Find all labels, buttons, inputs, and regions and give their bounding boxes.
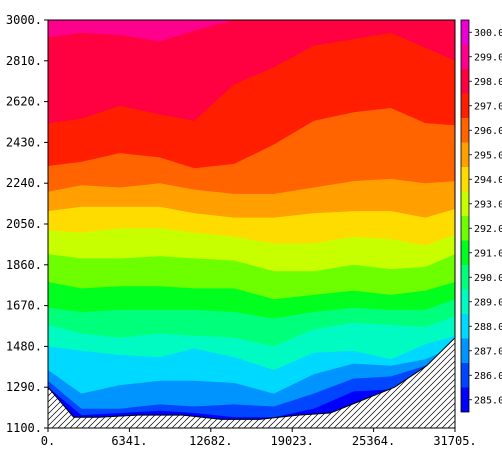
colorbar-label: 299.0 [474, 52, 502, 63]
y-tick-label: 1480. [6, 339, 42, 353]
colorbar-swatch [461, 191, 469, 216]
x-tick-label: 12682. [189, 434, 232, 448]
x-tick-label: 25364. [352, 434, 395, 448]
colorbar-label: 287.0 [474, 346, 502, 357]
plot-area [48, 20, 455, 429]
colorbar-swatch [461, 69, 469, 94]
colorbar-swatch [461, 289, 469, 314]
terrain-hatch [47, 336, 456, 429]
x-tick-label: 0. [41, 434, 55, 448]
x-axis: 0. 6341. 12682. 19023. 25364. 31705. [41, 428, 477, 448]
colorbar-label: 292.0 [474, 224, 502, 235]
colorbar-label: 289.0 [474, 297, 502, 308]
colorbar-label: 298.0 [474, 77, 502, 88]
y-tick-label: 1670. [6, 299, 42, 313]
y-tick-label: 2430. [6, 135, 42, 149]
x-tick-label: 31705. [433, 434, 476, 448]
colorbar-swatch [461, 44, 469, 69]
terrain-layer [47, 336, 456, 429]
y-tick-label: 2050. [6, 217, 42, 231]
colorbar-swatch [461, 142, 469, 167]
colorbar-label: 288.0 [474, 322, 502, 333]
colorbar-label: 285.0 [474, 395, 502, 406]
colorbar-label: 293.0 [474, 199, 502, 210]
x-tick-label: 6341. [111, 434, 147, 448]
colorbar: 285.0 286.0 287.0 288.0 289.0 290.0 291.0 292.0… [460, 19, 502, 413]
y-tick-label: 2240. [6, 176, 42, 190]
colorbar-swatch [461, 118, 469, 143]
colorbar-swatch [461, 240, 469, 265]
y-axis: 1100. 1290. 1480. 1670. 1860. 2050. 2240. 2430.… [6, 13, 48, 435]
colorbar-swatch [461, 265, 469, 290]
colorbar-label: 295.0 [474, 150, 502, 161]
x-tick-label: 19023. [271, 434, 314, 448]
colorbar-swatch [461, 314, 469, 339]
colorbar-frame [460, 19, 470, 413]
colorbar-swatch [461, 216, 469, 241]
colorbar-swatch [461, 363, 469, 388]
colorbar-swatch [461, 387, 469, 412]
y-tick-label: 1290. [6, 380, 42, 394]
y-tick-label: 1100. [6, 421, 42, 435]
colorbar-label: 286.0 [474, 371, 502, 382]
colorbar-label: 297.0 [474, 101, 502, 112]
colorbar-swatch [461, 167, 469, 192]
colorbar-label: 296.0 [474, 126, 502, 137]
colorbar-swatch [461, 20, 469, 45]
y-tick-label: 2810. [6, 54, 42, 68]
colorbar-label: 294.0 [474, 175, 502, 186]
y-tick-label: 1860. [6, 258, 42, 272]
colorbar-swatch [461, 93, 469, 118]
colorbar-label: 290.0 [474, 273, 502, 284]
y-tick-label: 2620. [6, 95, 42, 109]
colorbar-label: 291.0 [474, 248, 502, 259]
colorbar-swatch [461, 338, 469, 363]
y-tick-label: 3000. [6, 13, 42, 27]
colorbar-label: 300.0 [474, 28, 502, 39]
